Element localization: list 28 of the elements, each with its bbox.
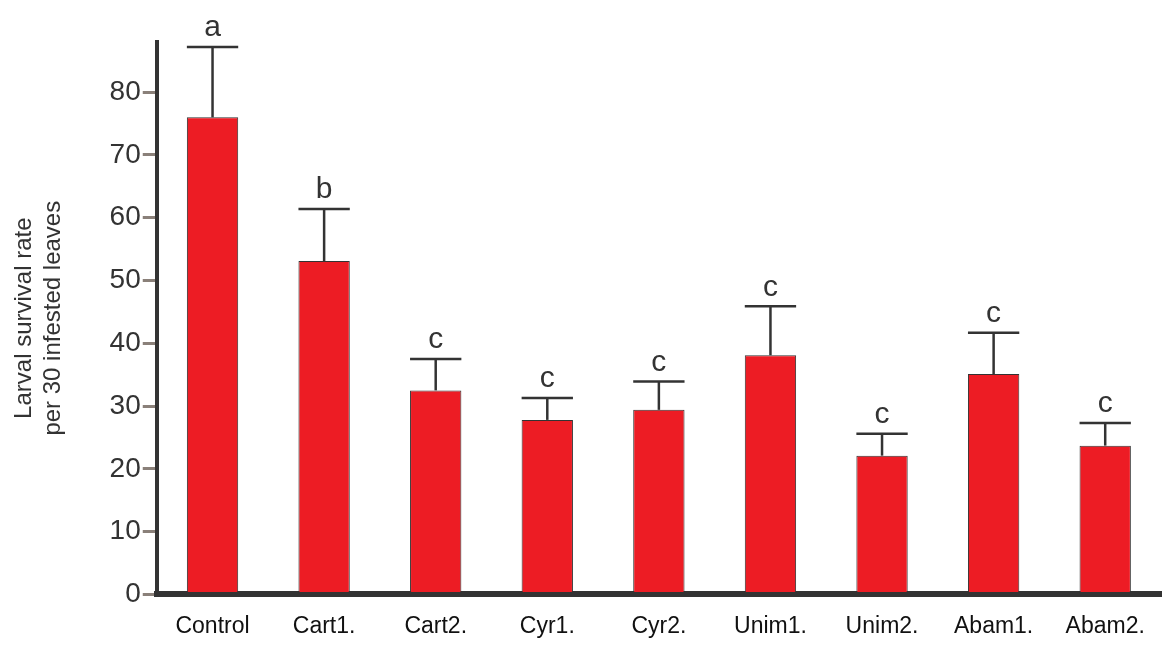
y-tick-label: 30: [109, 388, 141, 420]
annotation: c: [874, 395, 890, 429]
x-tick-label: Cyr1.: [519, 611, 575, 638]
x-tick-label: Abam2.: [1065, 611, 1145, 638]
x-tick-label: Cart2.: [404, 611, 468, 638]
x-tick-label: Cyr2.: [631, 611, 687, 638]
x-tick-label: Unim2.: [845, 611, 919, 638]
annotation: a: [204, 9, 222, 43]
x-tick-label: Cart1.: [292, 611, 356, 638]
annotation: c: [762, 268, 778, 302]
x-tick-label: Control: [175, 611, 250, 638]
annotation: c: [1097, 385, 1113, 419]
annotation: c: [986, 294, 1002, 328]
x-tick-label: Abam1.: [953, 611, 1034, 638]
annotation: b: [315, 171, 333, 205]
y-tick-label: 70: [109, 137, 141, 169]
x-tick-label: Unim1.: [734, 611, 807, 638]
annotation: c: [539, 360, 555, 394]
annotation: c: [651, 343, 667, 377]
annotation: c: [428, 321, 444, 355]
y-tick-label: 40: [109, 326, 141, 358]
y-axis-title: Larval survival rate per 30 infested leaves: [9, 200, 65, 436]
y-tick-label: 20: [109, 451, 141, 483]
y-tick-label: 80: [109, 74, 141, 106]
y-tick-label: 50: [109, 263, 141, 295]
y-tick-label: 10: [109, 514, 141, 546]
y-tick-label: 60: [109, 200, 141, 232]
y-tick-label: 0: [125, 577, 141, 609]
